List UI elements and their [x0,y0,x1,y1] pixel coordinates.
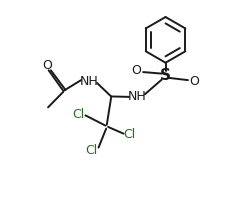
Text: S: S [160,68,171,83]
Text: O: O [132,64,142,77]
Text: Cl: Cl [85,144,98,157]
Text: Cl: Cl [124,128,136,141]
Text: O: O [190,75,199,88]
Text: NH: NH [80,75,99,88]
Text: Cl: Cl [72,108,84,122]
Text: O: O [42,59,52,72]
Text: NH: NH [128,90,147,103]
